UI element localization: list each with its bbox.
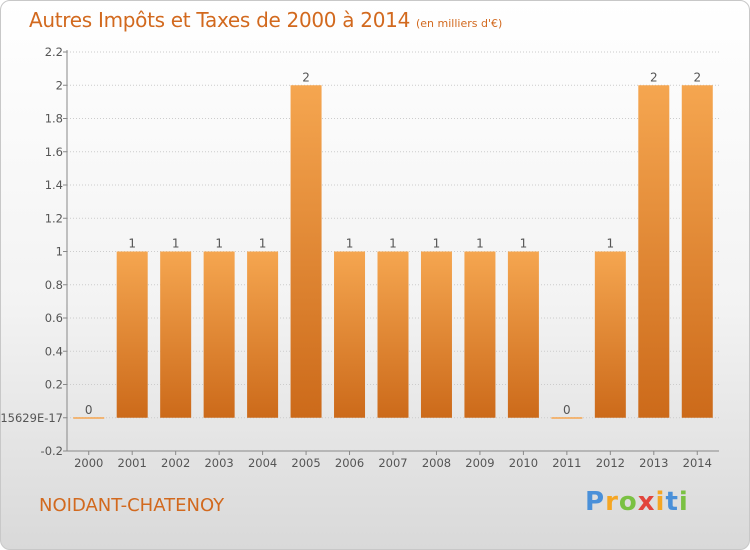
data-label: 1 [128, 237, 136, 251]
x-tick-label: 2009 [465, 456, 494, 470]
data-label: 1 [172, 237, 180, 251]
data-label: 0 [563, 403, 571, 417]
bar [116, 251, 148, 418]
labels: -0.2 -1.15629E-17 0.2 0.4 0.6 0.8 1 1.2 1.4 1.6 1.… [1, 45, 712, 470]
y-tick-label: 0.4 [45, 344, 63, 358]
y-tick-label: 0.8 [45, 278, 63, 292]
data-label: 2 [302, 70, 310, 84]
x-tick-label: 2013 [639, 456, 668, 470]
bar [464, 251, 496, 418]
x-tick-label: 2012 [596, 456, 625, 470]
y-tick-label: 1.6 [45, 145, 63, 159]
y-tick-label: 1 [56, 245, 63, 259]
bars [73, 85, 713, 419]
axes [63, 50, 719, 455]
y-tick-label: -1.15629E-17 [1, 411, 63, 425]
data-label: 1 [433, 237, 441, 251]
commune-name: NOIDANT-CHATENOY [39, 495, 225, 516]
x-tick-label: 2008 [422, 456, 451, 470]
bar [160, 251, 192, 418]
bar [507, 251, 539, 418]
chart-title: Autres Impôts et Taxes de 2000 à 2014 (en… [29, 8, 502, 32]
data-label: 1 [476, 237, 484, 251]
bar [594, 251, 626, 418]
x-tick-label: 2004 [248, 456, 277, 470]
bar [377, 251, 409, 418]
x-tick-label: 2005 [291, 456, 320, 470]
bar [681, 85, 713, 418]
data-label: 2 [693, 70, 701, 84]
chart-unit: (en milliers d'€) [416, 17, 503, 30]
data-label: 2 [650, 70, 658, 84]
bar [73, 417, 105, 419]
data-label: 1 [607, 237, 615, 251]
y-tick-label: 1.8 [45, 112, 63, 126]
x-tick-label: 2014 [683, 456, 712, 470]
x-tick-label: 2006 [335, 456, 364, 470]
x-tick-label: 2002 [161, 456, 190, 470]
bar [247, 251, 279, 418]
y-tick-label: 0.6 [45, 311, 63, 325]
bar [203, 251, 235, 418]
x-tick-label: 2000 [74, 456, 103, 470]
y-tick-label: 0.2 [45, 378, 63, 392]
data-label: 1 [520, 237, 528, 251]
bar [551, 417, 583, 419]
data-label: 0 [85, 403, 93, 417]
y-tick-label: 1.2 [45, 211, 63, 225]
bar [420, 251, 452, 418]
x-tick-label: 2010 [509, 456, 538, 470]
data-label: 1 [215, 237, 223, 251]
proxiti-logo[interactable]: Proxiti [585, 487, 689, 517]
x-tick-label: 2001 [118, 456, 147, 470]
y-tick-label: 2.2 [45, 45, 63, 59]
data-label: 1 [389, 237, 397, 251]
x-tick-label: 2003 [204, 456, 233, 470]
x-tick-label: 2011 [552, 456, 581, 470]
chart-title-text: Autres Impôts et Taxes de 2000 à 2014 [29, 8, 410, 32]
bar [638, 85, 670, 418]
bar [290, 85, 322, 418]
y-tick-label: 2 [56, 78, 63, 92]
bar [334, 251, 366, 418]
x-tick-label: 2007 [378, 456, 407, 470]
data-label: 1 [259, 237, 267, 251]
y-tick-label: 1.4 [45, 178, 63, 192]
y-tick-label: -0.2 [41, 444, 63, 458]
data-label: 1 [346, 237, 354, 251]
